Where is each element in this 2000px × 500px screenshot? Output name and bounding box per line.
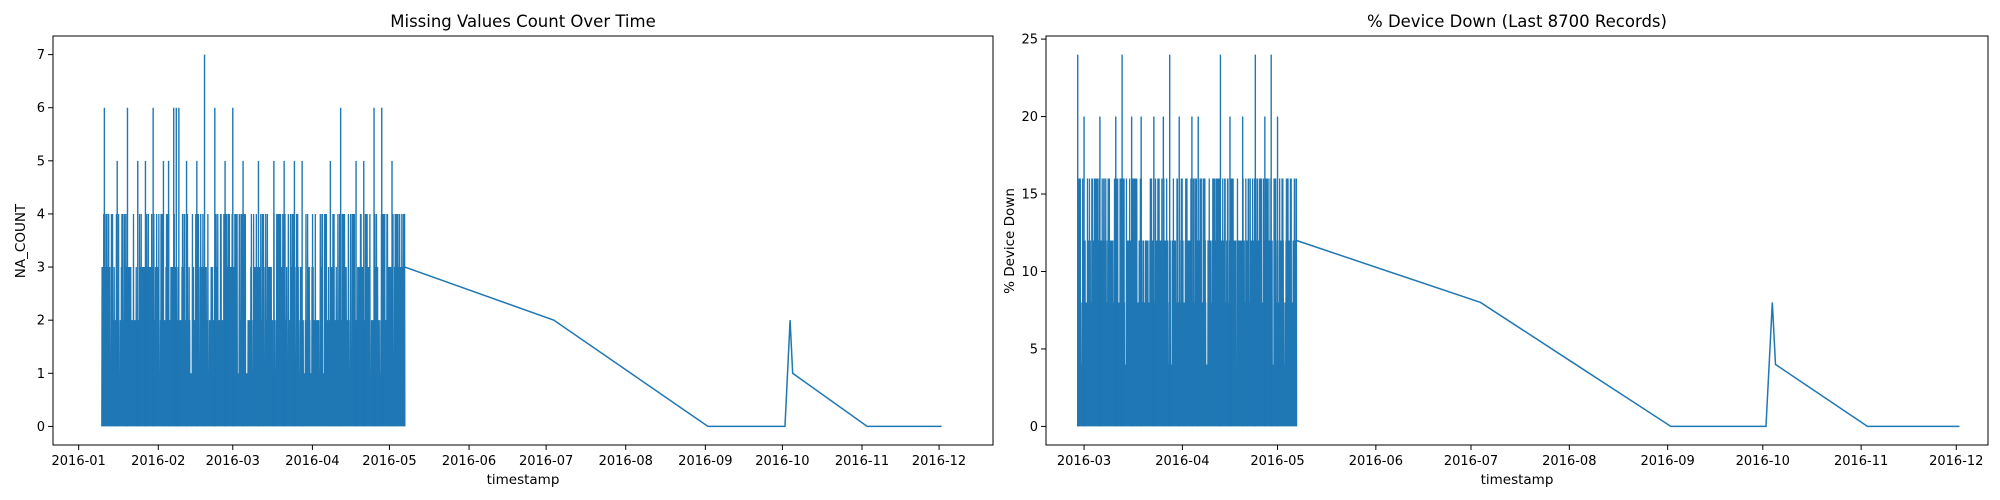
y-tick-label: 0	[1030, 420, 1038, 435]
x-tick-label: 2016-01	[52, 454, 106, 469]
x-tick-label: 2016-09	[678, 454, 732, 469]
x-tick-label: 2016-03	[206, 454, 260, 469]
x-tick-label: 2016-04	[1155, 454, 1209, 469]
x-tick-label: 2016-06	[442, 454, 496, 469]
x-axis-ticks: 2016-03 2016-04 2016-05 2016-06 2016-07 2016-…	[1057, 445, 1983, 469]
y-tick-label: 25	[1021, 33, 1038, 48]
series-dense-segment	[1077, 178, 1298, 427]
y-axis-label: NA_COUNT	[13, 203, 29, 278]
axes-frame	[52, 35, 994, 446]
series-line	[404, 266, 942, 428]
na-count-chart: Missing Values Count Over Time timestamp…	[13, 12, 994, 488]
x-axis-label: timestamp	[487, 472, 560, 488]
chart-title: Missing Values Count Over Time	[390, 12, 655, 31]
y-tick-label: 5	[37, 154, 45, 169]
chart-title: % Device Down (Last 8700 Records)	[1367, 12, 1667, 31]
x-axis-label: timestamp	[1481, 472, 1554, 488]
y-tick-label: 4	[37, 207, 45, 222]
x-tick-label: 2016-07	[1444, 454, 1498, 469]
axes-frame	[1045, 35, 1989, 446]
x-tick-label: 2016-08	[1542, 454, 1596, 469]
device-down-chart: % Device Down (Last 8700 Records) timest…	[1002, 12, 1989, 488]
x-tick-label: 2016-03	[1057, 454, 1111, 469]
y-axis-ticks: 0 1 2 3 4 5 6 7	[37, 48, 53, 435]
y-axis-ticks: 0 5 10 15 20 25	[1021, 33, 1046, 435]
y-tick-label: 3	[37, 261, 45, 276]
x-axis-ticks: 2016-01 2016-02 2016-03 2016-04 2016-05 2016-…	[52, 445, 966, 469]
y-tick-label: 5	[1030, 342, 1038, 357]
y-tick-label: 10	[1021, 265, 1038, 280]
x-tick-label: 2016-09	[1640, 454, 1694, 469]
x-tick-label: 2016-12	[912, 454, 966, 469]
y-tick-label: 15	[1021, 188, 1038, 203]
y-tick-label: 0	[37, 420, 45, 435]
y-axis-label: % Device Down	[1002, 188, 1018, 294]
x-tick-label: 2016-04	[285, 454, 339, 469]
x-tick-label: 2016-11	[835, 454, 889, 469]
x-tick-label: 2016-10	[755, 454, 809, 469]
series-line	[1296, 239, 1960, 428]
x-tick-label: 2016-02	[131, 454, 185, 469]
series-dense-segment	[101, 213, 406, 427]
x-tick-label: 2016-05	[362, 454, 416, 469]
x-tick-label: 2016-05	[1250, 454, 1304, 469]
y-tick-label: 20	[1021, 110, 1038, 125]
x-tick-label: 2016-11	[1834, 454, 1888, 469]
y-tick-label: 7	[37, 48, 45, 63]
y-tick-label: 2	[37, 314, 45, 329]
y-tick-label: 1	[37, 367, 45, 382]
x-tick-label: 2016-12	[1929, 454, 1983, 469]
y-tick-label: 6	[37, 101, 45, 116]
x-tick-label: 2016-07	[519, 454, 573, 469]
plot-area	[1077, 54, 1960, 428]
x-tick-label: 2016-08	[599, 454, 653, 469]
x-tick-label: 2016-10	[1736, 454, 1790, 469]
x-tick-label: 2016-06	[1349, 454, 1403, 469]
plot-area	[101, 54, 942, 428]
